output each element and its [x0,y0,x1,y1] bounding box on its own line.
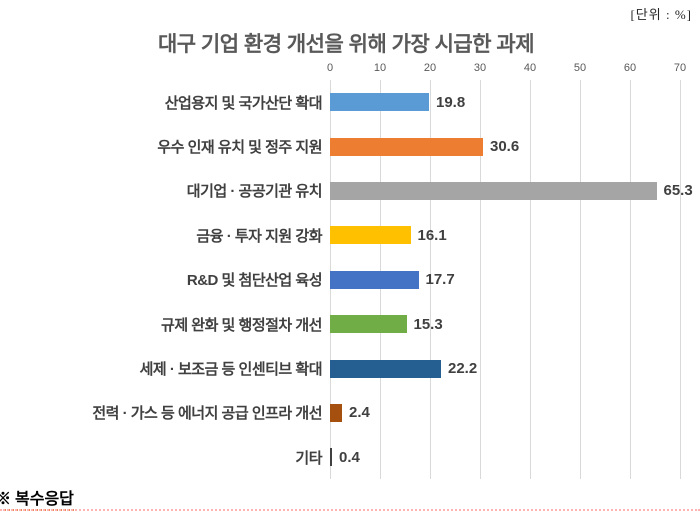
x-tick-label: 0 [326,62,334,74]
category-label: 대기업 · 공공기관 유치 [186,183,323,201]
x-tick-label: 50 [573,62,587,74]
bar-row: 우수 인재 유치 및 정주 지원 30.6 [0,124,700,168]
category-label: 산업용지 및 국가산단 확대 [164,94,323,112]
x-tick-label: 40 [523,62,537,74]
x-tick-label: 60 [623,62,637,74]
category-label: 우수 인재 유치 및 정주 지원 [157,139,322,157]
bar [330,270,419,289]
bar-row: 기타 0.4 [0,435,700,479]
x-tick-label: 20 [423,62,437,74]
category-label: 기타 [295,449,322,467]
bar-rows: 산업용지 및 국가산단 확대 19.8 우수 인재 유치 및 정주 지원 30.6 대기… [0,80,700,480]
gridline [680,80,681,479]
category-label: 금융 · 투자 지원 강화 [196,227,322,245]
bar [330,226,411,245]
bar-row: 산업용지 및 국가산단 확대 19.8 [0,80,700,124]
value-label: 65.3 [663,182,693,200]
bar [330,403,342,422]
bar [330,93,429,112]
bar-row: 규제 완화 및 행정절차 개선 15.3 [0,302,700,346]
bar-row: 전력 · 가스 등 에너지 공급 인프라 개선 2.4 [0,391,700,435]
gridline [530,80,531,479]
bar-row: R&D 및 첨단산업 육성 17.7 [0,258,700,302]
gridline [630,80,631,479]
category-label: 규제 완화 및 행정절차 개선 [161,316,322,334]
bar-row: 세제 · 보조금 등 인센티브 확대 22.2 [0,346,700,390]
bar [330,359,441,378]
bar [330,448,332,467]
bottom-dotted-line [0,509,700,511]
chart-title: 대구 기업 환경 개선을 위해 가장 시급한 과제 [157,33,535,56]
x-tick-label: 30 [473,62,487,74]
unit-label: [단위 : %] [630,7,692,22]
category-label: R&D 및 첨단산업 육성 [186,272,323,290]
gridline [480,80,481,479]
bar [330,315,407,334]
value-label: 16.1 [417,226,447,244]
bar [330,181,657,200]
footnote: ※ 복수응답 [0,485,74,511]
gridline [580,80,581,479]
bar [330,137,483,156]
bar-row: 대기업 · 공공기관 유치 65.3 [0,169,700,213]
value-label: 30.6 [490,138,520,156]
x-tick-label: 10 [373,62,387,74]
gridline [430,80,431,479]
value-label: 17.7 [425,271,455,289]
value-label: 0.4 [339,448,360,466]
value-label: 22.2 [448,360,478,378]
value-label: 2.4 [349,404,370,422]
value-label: 15.3 [413,315,443,333]
x-tick-label: 70 [673,62,687,74]
bar-row: 금융 · 투자 지원 강화 16.1 [0,213,700,257]
value-label: 19.8 [436,93,466,111]
category-label: 전력 · 가스 등 에너지 공급 인프라 개선 [92,405,322,423]
footnote-text: ※ 복수응답 [0,491,74,511]
category-label: 세제 · 보조금 등 인센티브 확대 [139,361,323,379]
